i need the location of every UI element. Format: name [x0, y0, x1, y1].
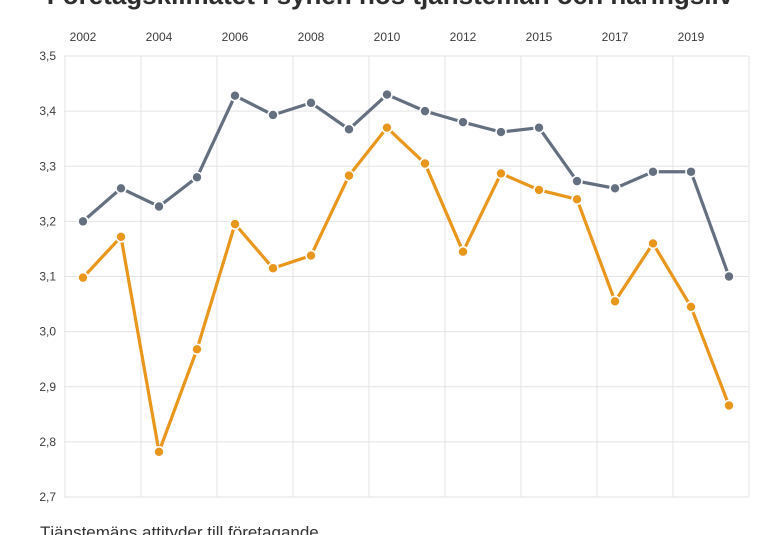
x-tick-label: 2019	[678, 30, 705, 44]
y-tick-label: 3,3	[39, 159, 56, 173]
data-point	[457, 116, 469, 128]
data-point	[267, 262, 279, 275]
data-point	[533, 121, 545, 134]
data-point	[153, 445, 165, 458]
data-point	[723, 399, 735, 412]
data-point	[495, 126, 507, 138]
data-point	[381, 88, 393, 101]
y-tick-label: 3,5	[39, 49, 56, 63]
data-point	[115, 182, 127, 195]
data-point	[191, 343, 203, 356]
y-axis: 2,7 2,8 2,9 3,0 3,1 3,2 3,3 3,4 3,5	[39, 49, 56, 504]
x-tick-label: 2017	[602, 30, 629, 44]
y-tick-label: 3,0	[39, 325, 56, 339]
x-tick-label: 2010	[374, 30, 401, 44]
y-tick-label: 3,1	[39, 270, 56, 284]
data-point	[77, 215, 89, 228]
y-tick-label: 2,9	[39, 380, 56, 394]
data-point	[609, 182, 621, 195]
series-layer	[77, 88, 735, 458]
data-point	[457, 245, 469, 258]
x-tick-label: 2004	[146, 30, 173, 44]
data-point	[723, 270, 735, 283]
data-point	[191, 171, 203, 184]
data-point	[533, 184, 545, 196]
y-tick-label: 3,2	[39, 214, 56, 228]
x-tick-label: 2015	[526, 30, 553, 44]
data-point	[609, 295, 621, 308]
x-tick-label: 2008	[298, 30, 325, 44]
x-axis: 2002 2004 2006 2008 2010 2012 2015 2017 2019	[70, 30, 705, 44]
data-point	[343, 123, 355, 136]
x-tick-label: 2012	[450, 30, 477, 44]
y-tick-label: 2,7	[39, 490, 56, 504]
data-point	[685, 301, 697, 313]
data-point	[571, 175, 583, 187]
data-point	[495, 167, 507, 180]
chart-title: Företagsklimatet i synen hos tjänstemän …	[47, 0, 734, 10]
data-point	[267, 109, 279, 121]
data-point	[571, 193, 583, 206]
data-point	[77, 271, 89, 284]
data-point	[647, 237, 659, 250]
data-point	[115, 231, 127, 243]
data-point	[229, 89, 241, 102]
data-point	[685, 165, 697, 178]
data-point	[647, 165, 659, 178]
data-point	[419, 105, 431, 117]
x-tick-label: 2002	[70, 30, 97, 44]
data-point	[229, 218, 241, 230]
series-2	[77, 121, 735, 458]
data-point	[419, 157, 431, 170]
y-tick-label: 2,8	[39, 435, 56, 449]
chart-caption: Tjänstemäns attityder till företagande	[40, 523, 319, 535]
series-1	[77, 88, 735, 283]
data-point	[381, 121, 393, 134]
data-point	[153, 200, 165, 213]
x-tick-label: 2006	[222, 30, 249, 44]
series-line	[81, 126, 731, 454]
data-point	[343, 169, 355, 182]
data-point	[305, 249, 317, 262]
series-line	[81, 92, 731, 279]
y-tick-label: 3,4	[39, 104, 56, 118]
data-point	[305, 97, 317, 109]
